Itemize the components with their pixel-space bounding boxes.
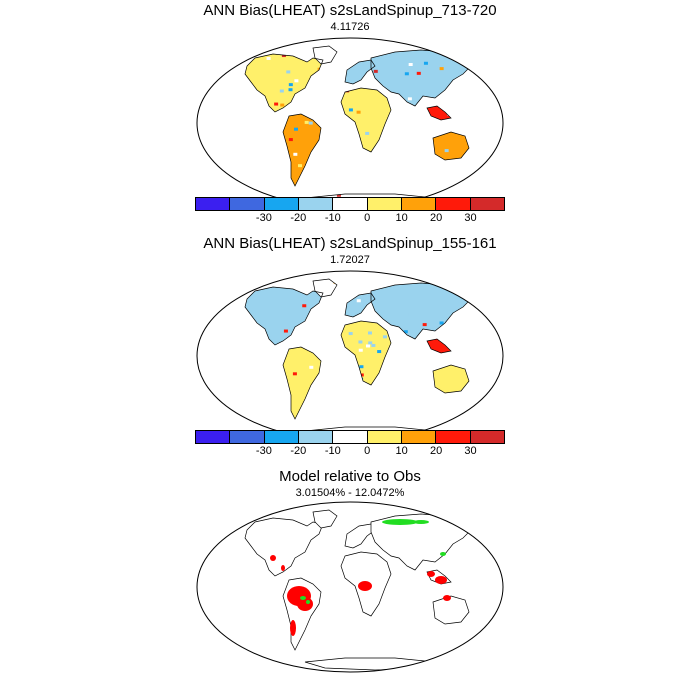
australia-field [433,132,469,160]
bias-map-713-720 [196,37,504,209]
colorbar-tick-label: 10 [395,212,408,224]
model-worse-patch [270,555,276,561]
colorbar-tick-label: 30 [464,212,477,224]
antarctica-field [305,194,435,206]
model-relative-to-obs-map [196,501,504,673]
model-better-patch [413,520,429,524]
colorbar-tick-label: 20 [429,212,443,224]
australia-coastline [432,364,470,394]
africa-coastline [340,320,392,386]
greenland-coastline [312,45,338,65]
north-america-coastline [244,286,324,346]
colorbar-tick-label: -10 [324,445,341,457]
colorbar-segment [333,198,368,210]
south-america-field [283,114,321,186]
colorbar-segment [264,198,299,210]
europe-field [345,293,375,317]
model-worse-patch [290,620,296,636]
colorbar-segment [264,431,299,443]
africa-coastline [340,87,392,153]
bias-map-155-161 [196,270,504,442]
europe-coastline [344,292,376,318]
australia-coastline [432,131,470,161]
europe-coastline [344,523,376,549]
panel1-subtitle: 4.11726 [330,21,370,33]
asia-field [371,283,471,339]
model-better-patch [306,600,310,604]
model-better-patch [382,519,418,525]
panel3-subtitle: 3.01504% - 12.0472% [295,487,405,499]
panel2-subtitle: 1.72027 [330,254,370,266]
panel1-title: ANN Bias(LHEAT) s2sLandSpinup_713-720 [203,2,497,19]
antarctica-field [305,427,435,439]
colorbar-1-labels: -30 -20 -10 0 10 20 30 [195,212,505,226]
south-america-coastline [282,346,322,420]
colorbar-segment [367,198,402,210]
north-america-field [245,287,323,345]
model-better-patch [300,596,306,600]
south-america-coastline [282,113,322,187]
colorbar-segment [401,431,437,443]
australia-field [433,365,469,393]
south-america-field [283,347,321,419]
colorbar-tick-label: -20 [290,212,307,224]
greenland-coastline [312,509,338,529]
greenland-field [313,46,337,64]
colorbar-segment [196,198,231,210]
africa-field [341,321,391,385]
model-worse-patch [435,576,447,584]
colorbar-tick-label: 10 [395,445,408,457]
europe-field [345,60,375,84]
southeast-asia-field [427,339,451,353]
north-america-field [245,54,323,112]
model-better-patch [440,552,446,556]
colorbar-segment [401,198,437,210]
colorbar-segment [436,198,471,210]
colorbar-segment [196,431,231,443]
colorbar-segment [470,198,504,210]
australia-coastline [432,595,470,625]
model-worse-patch [358,581,372,591]
greenland-field [313,279,337,297]
colorbar-segment [298,431,334,443]
greenland-coastline [312,278,338,298]
colorbar-tick-label: -30 [255,445,272,457]
colorbar-tick-label: -20 [290,445,307,457]
southeast-asia-field [427,106,451,120]
africa-field [341,88,391,152]
colorbar-segment [298,198,334,210]
panel3-title: Model relative to Obs [279,468,421,485]
north-america-coastline [244,53,324,113]
colorbar-tick-label: 30 [464,445,477,457]
southeast-asia-coastline [426,105,452,121]
model-worse-patch [427,571,435,577]
colorbar-segment [367,431,402,443]
colorbar-segment [230,431,265,443]
colorbar-tick-label: -30 [255,212,272,224]
colorbar-tick-label: 20 [429,445,443,457]
colorbar-2 [195,430,505,444]
colorbar-segment [436,431,471,443]
model-worse-patch [443,595,451,601]
southeast-asia-coastline [426,338,452,354]
map-border [196,501,504,673]
colorbar-tick-label: 0 [364,212,371,224]
colorbar-2-labels: -30 -20 -10 0 10 20 30 [195,445,505,459]
colorbar-segment [470,431,504,443]
colorbar-tick-label: 0 [364,445,371,457]
europe-coastline [344,59,376,85]
model-worse-patch [281,565,285,571]
colorbar-segment [230,198,265,210]
colorbar-1 [195,197,505,211]
colorbar-segment [333,431,368,443]
panel2-title: ANN Bias(LHEAT) s2sLandSpinup_155-161 [203,235,497,252]
north-america-coastline [244,517,324,577]
colorbar-tick-label: -10 [324,212,341,224]
asia-field [371,50,471,106]
